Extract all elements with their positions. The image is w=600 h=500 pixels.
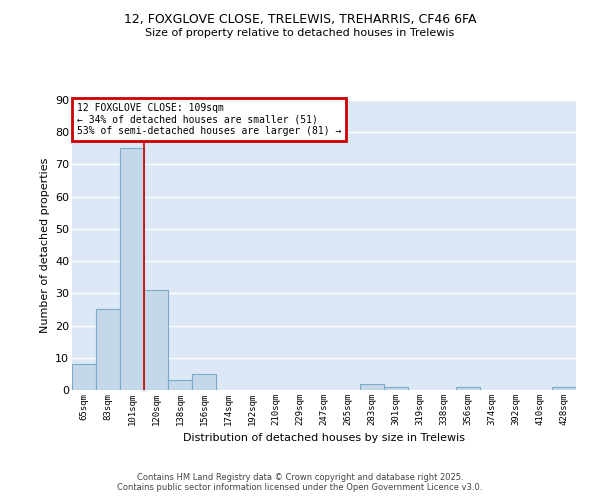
Bar <box>384 387 408 390</box>
Text: 12 FOXGLOVE CLOSE: 109sqm
← 34% of detached houses are smaller (51)
53% of semi-: 12 FOXGLOVE CLOSE: 109sqm ← 34% of detac… <box>77 103 341 136</box>
Bar <box>192 374 216 390</box>
Y-axis label: Number of detached properties: Number of detached properties <box>40 158 50 332</box>
Bar <box>552 387 576 390</box>
Bar <box>168 380 192 390</box>
Text: 12, FOXGLOVE CLOSE, TRELEWIS, TREHARRIS, CF46 6FA: 12, FOXGLOVE CLOSE, TRELEWIS, TREHARRIS,… <box>124 12 476 26</box>
X-axis label: Distribution of detached houses by size in Trelewis: Distribution of detached houses by size … <box>183 434 465 444</box>
Bar <box>360 384 384 390</box>
Bar <box>144 290 168 390</box>
Bar <box>120 148 144 390</box>
Bar <box>96 310 120 390</box>
Text: Contains HM Land Registry data © Crown copyright and database right 2025.
Contai: Contains HM Land Registry data © Crown c… <box>118 473 482 492</box>
Text: Size of property relative to detached houses in Trelewis: Size of property relative to detached ho… <box>145 28 455 38</box>
Bar <box>456 387 480 390</box>
Bar <box>72 364 96 390</box>
